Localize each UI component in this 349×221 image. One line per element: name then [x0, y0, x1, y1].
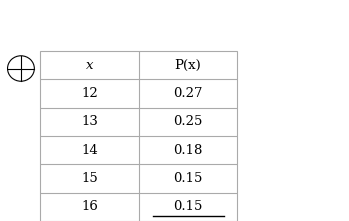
- Text: 0.15: 0.15: [173, 200, 203, 213]
- Text: 0.27: 0.27: [173, 87, 203, 100]
- Text: COMPLETE THE TABLE BY FINDING THE VARIANCE AND STANDARD DEVIATION.: COMPLETE THE TABLE BY FINDING THE VARIAN…: [21, 10, 349, 19]
- Text: (SHOW YOUR PROCESS): (SHOW YOUR PROCESS): [145, 32, 244, 41]
- Text: 0.25: 0.25: [173, 115, 203, 128]
- Text: 13: 13: [81, 115, 98, 128]
- Text: 0.15: 0.15: [173, 172, 203, 185]
- Text: x: x: [86, 59, 93, 72]
- Text: 0.18: 0.18: [173, 144, 203, 157]
- Text: 12: 12: [81, 87, 98, 100]
- Text: 15: 15: [81, 172, 98, 185]
- Text: 16: 16: [81, 200, 98, 213]
- Text: P(x): P(x): [174, 59, 201, 72]
- Text: 14: 14: [81, 144, 98, 157]
